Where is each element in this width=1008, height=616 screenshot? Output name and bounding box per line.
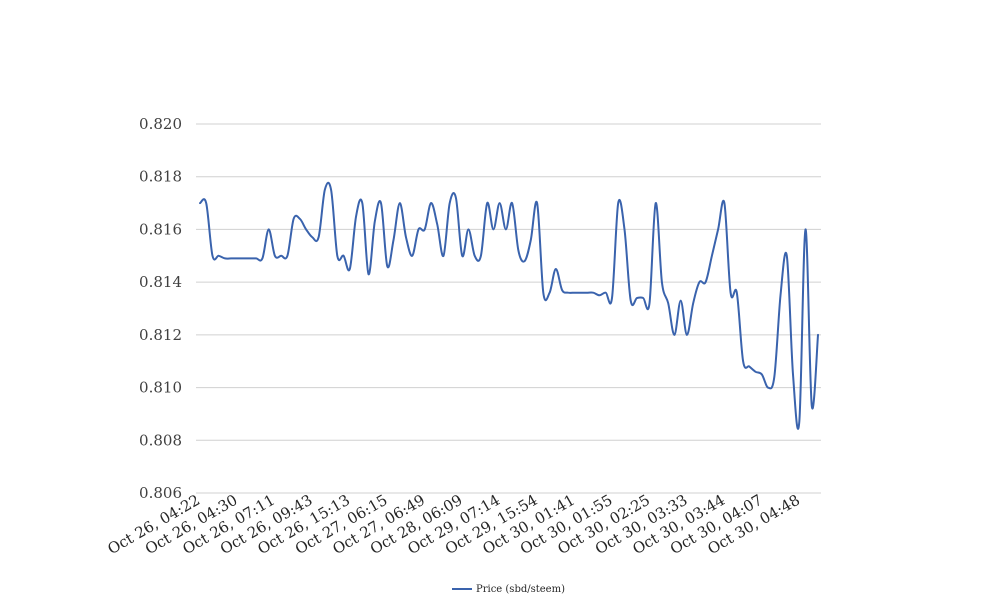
series-lines: [199, 181, 819, 430]
y-axis-tick-labels: 0.820 0.818 0.816 0.814 0.812 0.810 0.808 0.806: [139, 115, 182, 502]
y-tick-label: 0.806: [139, 484, 182, 502]
y-tick-label: 0.816: [139, 220, 182, 238]
y-tick-label: 0.818: [139, 168, 182, 186]
y-tick-label: 0.808: [139, 431, 182, 449]
series-line-price: [199, 181, 819, 430]
legend: Price (sbd/steem): [452, 584, 565, 595]
y-tick-label: 0.810: [139, 379, 182, 397]
y-tick-label: 0.812: [139, 326, 182, 344]
y-tick-label: 0.820: [139, 115, 182, 133]
gridlines: [196, 123, 821, 494]
legend-label: Price (sbd/steem): [476, 584, 565, 595]
y-tick-label: 0.814: [139, 273, 182, 291]
